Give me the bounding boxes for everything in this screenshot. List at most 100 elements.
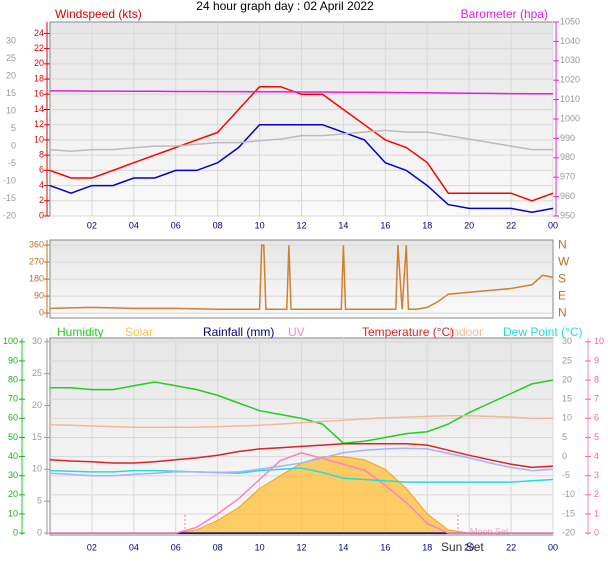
y-tick-label: 270 [29,256,44,266]
x-tick-label: 22 [506,542,516,552]
y-tick-label: 60 [8,413,18,423]
y-tick-label: 10 [34,134,44,144]
x-tick-label: 06 [171,220,181,230]
x-tick-label: 02 [87,542,97,552]
y-tick-label: 10 [8,508,18,518]
annotation: Moon Set [470,526,509,536]
x-tick-label: 04 [129,220,139,230]
y-tick-label: -5 [8,158,16,168]
y-axis-label: Windspeed (kts) [55,7,142,21]
y-tick-label: 30 [32,336,42,346]
x-tick-label: 00 [548,542,558,552]
line [49,447,554,477]
x-tick-label: 08 [213,220,223,230]
y-tick-label: 25 [562,355,572,365]
y-tick-label: 15 [562,394,572,404]
legend-label: Rainfall (mm) [203,325,274,339]
x-tick-label: 10 [255,220,265,230]
y-tick-label: 6 [594,413,599,423]
y-tick-label: 9 [594,355,599,365]
x-tick-label: 18 [422,220,432,230]
x-tick-label: 14 [338,542,348,552]
y-tick-label: 180 [29,273,44,283]
y-tick-label: 40 [8,451,18,461]
y-tick-label: -10 [562,489,575,499]
line [49,443,554,469]
line [49,244,554,311]
line [50,379,554,444]
y-tick-label: 7 [594,394,599,404]
y-tick-label: 5 [37,496,42,506]
line [49,415,553,429]
y-tick-label: 8 [594,374,599,384]
y-tick-label: -10 [3,175,16,185]
y-tick-label: 22 [34,43,44,53]
x-tick-label: 14 [338,220,348,230]
y-tick-label: 20 [6,71,16,81]
y-tick-label: 30 [6,36,16,46]
y-tick-label: -5 [562,470,570,480]
legend-label: Indoor [449,325,483,339]
y-tick-label: 0 [562,451,567,461]
x-tick-label: 08 [213,542,223,552]
x-tick-label: 12 [296,542,306,552]
y-tick-label: 16 [34,89,44,99]
x-tick-label: 10 [255,542,265,552]
y-tick-label: -15 [562,508,575,518]
y2-axis-label: Barometer (hpa) [461,7,548,21]
y-tick-label: 10 [594,336,604,346]
y-tick-label: 5 [594,432,599,442]
y-tick-label: W [558,254,570,268]
y-tick-label: 90 [8,355,18,365]
y-tick-label: 950 [560,210,575,220]
legend-label: Dew Point (°C) [503,325,582,339]
y-tick-label: 1 [594,508,599,518]
x-tick-label: 02 [87,220,97,230]
x-tick-label: 16 [380,542,390,552]
x-tick-label: 20 [464,542,474,552]
y-tick-label: 5 [562,432,567,442]
y-tick-label: 2 [594,489,599,499]
y-tick-label: 1050 [560,16,580,26]
annotation: Sun Set [441,540,484,554]
y-tick-label: S [558,271,566,285]
y-tick-label: 1040 [560,36,580,46]
x-tick-label: 04 [129,542,139,552]
y-tick-label: 8 [39,150,44,160]
y-tick-label: 15 [6,88,16,98]
legend-label: Solar [125,325,153,339]
y-tick-label: 30 [562,336,572,346]
y-tick-label: 980 [560,152,575,162]
y-tick-label: 20 [562,374,572,384]
chart-title: 24 hour graph day : 02 April 2022 [196,0,374,13]
y-tick-label: 1030 [560,55,580,65]
y-tick-label: 12 [34,119,44,129]
y-tick-label: 90 [34,290,44,300]
y-tick-label: 1020 [560,75,580,85]
legend-label: Humidity [57,325,104,339]
y-tick-label: 70 [8,394,18,404]
y-tick-label: 4 [594,451,599,461]
y-tick-label: 20 [32,400,42,410]
line [49,129,553,153]
y-tick-label: 360 [29,239,44,249]
y-tick-label: 0 [594,527,599,537]
y-tick-label: 20 [34,58,44,68]
line [49,85,554,202]
y-tick-label: 970 [560,172,575,182]
line [50,452,553,534]
y-tick-label: 25 [6,53,16,63]
y-tick-label: 0 [39,307,44,317]
y-tick-label: N [558,237,567,251]
x-tick-label: 18 [422,542,432,552]
y-tick-label: 15 [32,432,42,442]
y-tick-label: 5 [11,123,16,133]
y-tick-label: -20 [562,527,575,537]
y-tick-label: 14 [34,104,44,114]
x-tick-label: 00 [548,220,558,230]
y-tick-label: 2 [39,195,44,205]
y-tick-label: 100 [3,336,18,346]
y-tick-label: 4 [39,180,44,190]
y-tick-label: 10 [32,464,42,474]
